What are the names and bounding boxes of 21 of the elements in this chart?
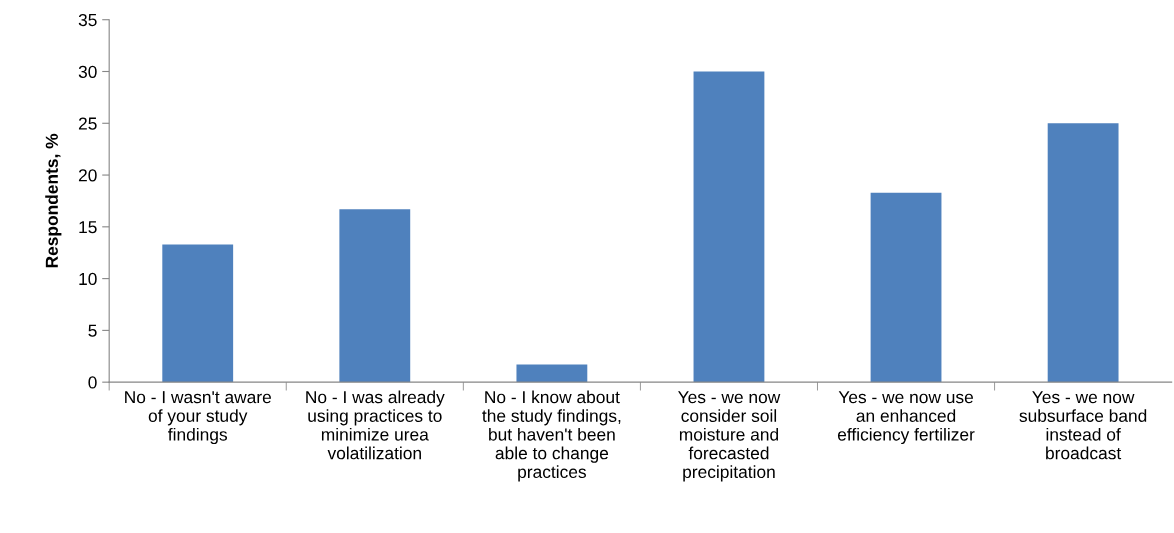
- bar: [870, 192, 942, 383]
- bar: [693, 71, 765, 383]
- x-tick-label: Yes - we now consider soil moisture and forecasted precipitation: [678, 391, 781, 482]
- x-tick-label: No - I wasn't aware of your study findings: [125, 391, 271, 445]
- y-tick-label: 5: [88, 324, 97, 337]
- y-tick-label: 10: [79, 272, 97, 286]
- x-tick-label: Yes - we now use an enhanced efficiency fertilizer: [837, 391, 975, 445]
- y-tick-label: 0: [88, 376, 97, 389]
- bar: [339, 209, 411, 383]
- bar: [1047, 123, 1119, 383]
- y-tick-label: 30: [78, 65, 97, 78]
- y-tick-label: 15: [79, 221, 97, 234]
- y-tick-label: 35: [78, 13, 97, 27]
- y-tick-label: 20: [78, 169, 97, 182]
- x-tick-label: Yes - we now subsurface band instead of broadcast: [1019, 391, 1147, 460]
- y-axis-title: Respondents, %: [45, 133, 62, 268]
- x-tick-label: No - I know about the study findings, but haven't been able to change practices: [482, 390, 621, 482]
- y-tick-label: 25: [78, 117, 97, 130]
- bar: [162, 244, 234, 383]
- bar: [516, 364, 588, 383]
- x-tick-label: No - I was already using practices to minimize urea volatilization: [306, 390, 445, 460]
